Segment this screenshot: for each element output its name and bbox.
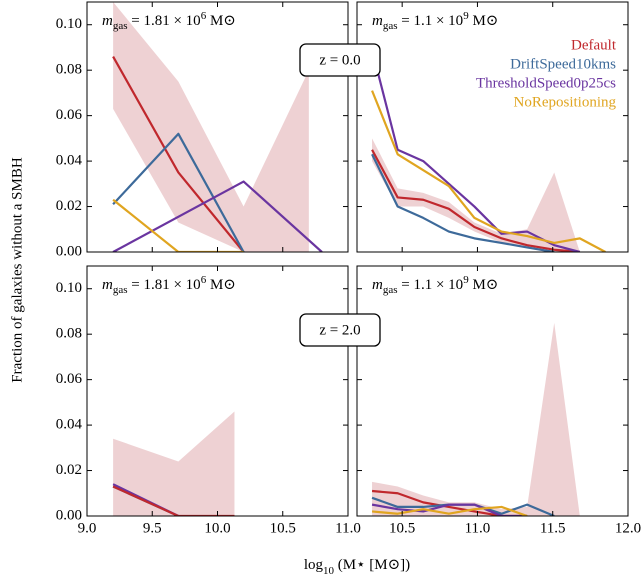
x-tick-label: 10.5 [270,520,296,536]
series-line [371,149,580,252]
panel-annotation: mgas = 1.81 × 106 M⊙ [102,274,236,296]
annotation-unit: M⊙ [206,277,236,293]
annotation-exponent: 9 [463,10,469,22]
series-line [112,180,323,252]
y-tick-label: 0.08 [56,326,82,342]
series-line [371,90,606,252]
annotation-unit: M⊙ [469,277,499,293]
annotation-subscript: gas [383,284,398,296]
redshift-box [299,43,381,77]
y-tick-label: 0.00 [56,243,82,259]
y-tick-label: 0.06 [56,107,83,123]
plot-area [371,322,580,516]
band [372,322,580,516]
redshift-box [299,313,381,347]
x-tick-label: 9.5 [143,520,162,536]
y-tick-label: 0.00 [56,507,82,523]
panel-annotation: mgas = 1.81 × 106 M⊙ [102,10,236,32]
y-tick-label: 0.06 [56,371,83,387]
frame [356,1,629,253]
series-line [112,485,235,516]
y-tick-label: 0.10 [56,16,82,32]
y-tick-label: 0.04 [56,153,83,169]
band [113,411,235,516]
x-axis-label: log10 (M⋆ [M⊙]) [304,557,410,576]
y-tick-label: 0.08 [56,62,82,78]
frame [356,265,629,517]
annotation-symbol: m [102,13,113,29]
redshift-label: z = 2.0 [319,322,360,338]
y-tick-label: 0.04 [56,417,83,433]
annotation-unit: M⊙ [206,13,236,29]
panel-annotation: mgas = 1.1 × 109 M⊙ [372,10,498,32]
series-line [371,503,528,516]
y-tick-label: 0.02 [56,198,82,214]
legend-entry: NoRepositioning [513,94,616,110]
annotation-symbol: m [372,277,383,293]
band [372,138,580,252]
series-line [371,505,528,516]
series-line [112,56,245,252]
legend-entry: ThresholdSpeed0p25cs [476,75,616,91]
annotation-value: = 1.81 × 10 [128,13,201,29]
y-axis-label: Fraction of galaxies without a SMBH [9,157,25,383]
annotation-value: = 1.81 × 10 [128,277,201,293]
x-tick-label: 11.0 [335,520,361,536]
plot-area [112,2,323,252]
plot-area [112,411,235,516]
annotation-subscript: gas [383,20,398,32]
x-label-base: log [304,557,324,573]
legend-entry: Default [571,37,617,53]
annotation-symbol: m [372,13,383,29]
series-line [371,153,555,252]
band [113,2,309,252]
series-line [112,198,244,252]
y-tick-label: 0.10 [56,280,82,296]
annotation-subscript: gas [113,284,128,296]
annotation-exponent: 6 [201,10,207,22]
x-tick-label: 10.0 [204,520,230,536]
x-tick-label: 9.0 [78,520,97,536]
annotation-exponent: 9 [463,274,469,286]
annotation-exponent: 6 [201,274,207,286]
x-tick-label: 11.5 [540,520,566,536]
redshift-label: z = 0.0 [319,52,360,68]
annotation-value: = 1.1 × 10 [398,277,464,293]
y-tick-label: 0.02 [56,462,82,478]
series-line [112,132,245,252]
annotation-subscript: gas [113,20,128,32]
plot-area [370,49,606,252]
x-tick-label: 11.0 [465,520,491,536]
series-line [371,489,528,516]
annotation-unit: M⊙ [469,13,499,29]
x-label-sub: 10 [323,565,335,577]
x-label-rest: (M⋆ [M⊙]) [334,557,410,573]
annotation-symbol: m [102,277,113,293]
x-tick-label: 12.0 [615,520,641,536]
legend-entry: DriftSpeed10kms [510,56,616,72]
x-tick-label: 10.5 [389,520,415,536]
panel-annotation: mgas = 1.1 × 109 M⊙ [372,274,498,296]
annotation-value: = 1.1 × 10 [398,13,464,29]
